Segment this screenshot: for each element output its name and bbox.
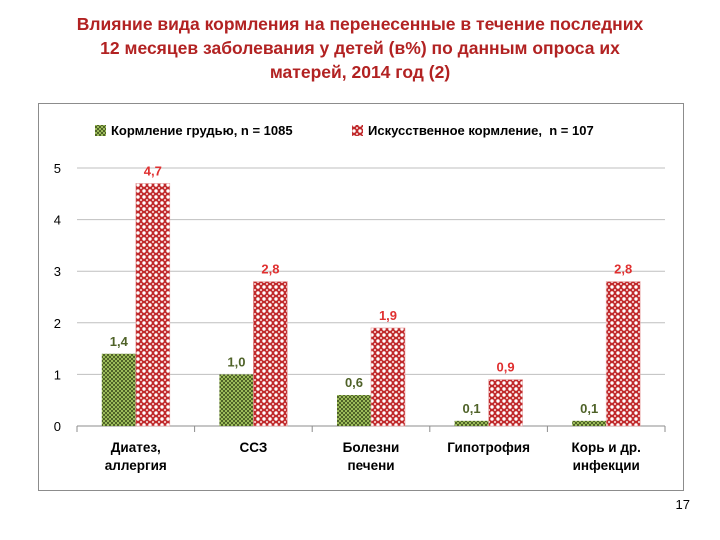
data-label: 0,6 (345, 375, 363, 390)
data-label: 4,7 (144, 163, 162, 178)
axes: 0 1 2 3 4 5 Диатез, аллергия ССЗ Болезни печени Гип… (54, 161, 666, 473)
legend-label: Искусственное кормление, n = 107 (368, 123, 594, 138)
x-tick-label: Гипотрофия (447, 440, 530, 455)
chart-frame: Кормление грудью, n = 1085 Искусственное … (38, 103, 684, 491)
bar-artificial (135, 183, 171, 427)
x-tick-label: инфекции (573, 458, 640, 473)
bar-artificial (605, 281, 641, 427)
gridlines (77, 167, 665, 375)
x-tick-label: аллергия (105, 458, 167, 473)
x-tick-label: ССЗ (240, 440, 268, 455)
y-tick-label: 4 (54, 213, 61, 228)
bar-breastfeeding (454, 420, 489, 426)
legend-swatch (95, 125, 106, 136)
data-label: 2,8 (261, 262, 279, 277)
y-tick-label: 1 (54, 367, 61, 382)
bar-artificial (488, 379, 523, 427)
y-tick-label: 0 (54, 419, 61, 434)
data-label: 0,9 (497, 360, 515, 375)
data-label: 1,4 (110, 334, 129, 349)
data-label: 1,9 (379, 308, 397, 323)
data-labels: 1,4 4,7 1,0 2,8 0,6 1,9 0,1 0,9 0,1 2,8 (110, 163, 632, 415)
slide-title: Влияние вида кормления на перенесенные в… (20, 12, 700, 84)
title-line: Влияние вида кормления на перенесенные в… (76, 14, 644, 34)
x-tick-label: Корь и др. (571, 440, 640, 455)
bar-breastfeeding (219, 374, 254, 426)
data-label: 0,1 (463, 401, 481, 416)
data-label: 0,1 (580, 401, 598, 416)
legend: Кормление грудью, n = 1085 Искусственное … (95, 123, 594, 138)
x-tick-label: Болезни (343, 440, 400, 455)
data-label: 2,8 (614, 262, 632, 277)
legend-label: Кормление грудью, n = 1085 (111, 123, 293, 138)
bar-chart: Кормление грудью, n = 1085 Искусственное … (54, 123, 666, 473)
bar-breastfeeding (337, 395, 371, 426)
bar-artificial (253, 281, 288, 427)
y-tick-label: 5 (54, 161, 61, 176)
bar-artificial (370, 327, 406, 427)
title-line: матерей, 2014 год (2) (269, 62, 451, 82)
y-tick-label: 2 (54, 316, 61, 331)
y-tick-label: 3 (54, 264, 61, 279)
page-number: 17 (675, 497, 690, 512)
title-line: 12 месяцев заболевания у детей (в%) по д… (100, 38, 620, 58)
bar-breastfeeding (572, 420, 607, 426)
bars (101, 183, 641, 427)
x-tick-label: печени (347, 458, 394, 473)
data-label: 1,0 (227, 354, 245, 369)
bar-breastfeeding (101, 353, 136, 426)
x-tick-label: Диатез, (111, 440, 161, 455)
legend-swatch (352, 125, 363, 136)
